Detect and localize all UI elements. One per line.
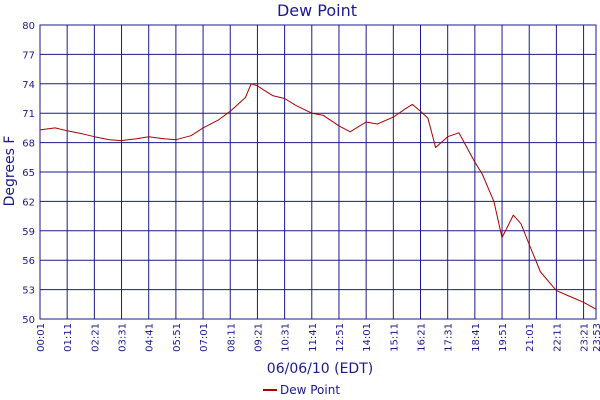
legend-label: Dew Point xyxy=(280,383,340,397)
x-tick-label: 01:11 xyxy=(63,323,74,352)
x-tick-label: 23:53 xyxy=(592,323,600,352)
x-tick-label: 08:11 xyxy=(226,323,237,352)
y-tick-label: 62 xyxy=(22,197,35,208)
x-tick-label: 12:51 xyxy=(335,323,346,352)
x-tick-label: 11:41 xyxy=(308,323,319,352)
y-tick-labels: 50 53 56 59 62 65 68 71 74 77 80 xyxy=(22,21,35,326)
y-tick-label: 74 xyxy=(22,80,35,91)
x-tick-label: 09:21 xyxy=(253,323,264,352)
x-tick-label: 17:31 xyxy=(444,323,455,352)
y-tick-label: 65 xyxy=(22,168,35,179)
y-tick-label: 53 xyxy=(22,286,35,297)
x-tick-label: 00:01 xyxy=(36,323,47,352)
x-axis-label: 06/06/10 (EDT) xyxy=(267,361,373,377)
x-tick-label: 14:01 xyxy=(362,323,373,352)
y-tick-label: 80 xyxy=(22,21,35,32)
y-tick-label: 71 xyxy=(22,109,35,120)
x-tick-label: 07:01 xyxy=(199,323,210,352)
x-tick-label: 16:21 xyxy=(417,323,428,352)
x-tick-label: 18:41 xyxy=(471,323,482,352)
x-tick-label: 19:51 xyxy=(498,323,509,352)
y-tick-label: 68 xyxy=(22,139,35,150)
x-tick-label: 05:51 xyxy=(172,323,183,352)
grid xyxy=(39,24,597,320)
chart-title: Dew Point xyxy=(277,1,357,20)
x-tick-labels: 00:01 01:11 02:21 03:31 04:41 05:51 07:01 08:11… xyxy=(36,323,600,352)
y-tick-label: 59 xyxy=(22,227,35,238)
x-tick-label: 23:21 xyxy=(580,323,591,352)
y-axis-label: Degrees F xyxy=(2,136,18,207)
series-lines xyxy=(39,83,597,310)
x-tick-label: 02:21 xyxy=(90,323,101,352)
x-tick-label: 21:01 xyxy=(525,323,536,352)
x-tick-label: 03:31 xyxy=(118,323,129,352)
y-tick-label: 56 xyxy=(22,256,35,267)
x-tick-label: 04:41 xyxy=(145,323,156,352)
x-tick-label: 15:11 xyxy=(389,323,400,352)
x-tick-label: 10:31 xyxy=(281,323,292,352)
x-tick-label: 22:11 xyxy=(552,323,563,352)
y-tick-label: 77 xyxy=(22,50,35,61)
series-line-dew-point xyxy=(39,83,597,310)
y-tick-label: 50 xyxy=(22,315,35,326)
legend: Dew Point xyxy=(263,383,340,397)
